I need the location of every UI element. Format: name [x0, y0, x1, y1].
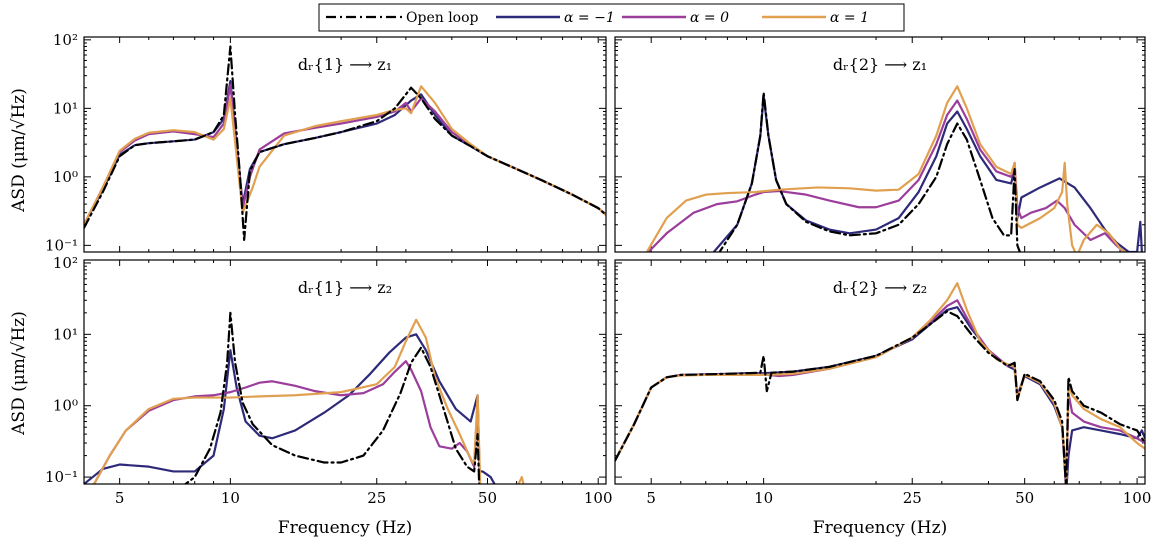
xtick-label-d1-z2-25: 25 — [367, 489, 386, 507]
series-group-d2-z2 — [615, 282, 1145, 484]
axes-frame-d1-z2 — [83, 259, 607, 485]
panel-title-d1-z2: dᵣ{1} ⟶ z₂ — [298, 278, 392, 297]
series-line-d2-z2-open-loop — [615, 310, 1145, 484]
xtick-label-d1-z2-100: 100 — [584, 489, 613, 507]
axes-frame-d1-z1 — [83, 36, 607, 253]
series-line-d1-z1-alpha-1 — [84, 85, 606, 226]
axes-frame-d2-z2 — [614, 259, 1146, 485]
series-line-d1-z1-alpha-neg1 — [84, 79, 606, 226]
series-line-d2-z1-alpha-0 — [646, 99, 1126, 252]
ytick-label-d1-z2-1: 10⁰ — [53, 397, 78, 415]
panel-d1-z1: 10⁻¹ 10⁰ 10¹ 10² dᵣ{1} ⟶ z₁ — [45, 31, 607, 254]
series-line-d2-z1-alpha-1 — [645, 85, 1127, 252]
ytick-label-d1-z2-2: 10¹ — [53, 325, 78, 343]
xtick-label-d2-z2-25: 25 — [903, 489, 922, 507]
xtick-label-d2-z2-100: 100 — [1123, 489, 1152, 507]
axes-frame-d2-z1 — [614, 36, 1146, 253]
ytick-label-d1-z1-2: 10¹ — [53, 99, 78, 117]
series-line-d2-z1-open-loop — [718, 91, 1022, 252]
ytick-label-d1-z1-1: 10⁰ — [53, 168, 78, 186]
ytick-label-d1-z1-3: 10² — [53, 31, 78, 49]
series-line-d1-z1-open-loop — [84, 45, 606, 242]
legend-label-open-loop: Open loop — [406, 10, 479, 26]
legend-label-alpha-neg1: α = −1 — [564, 10, 615, 26]
xtick-label-d2-z2-50: 50 — [1015, 489, 1034, 507]
panel-d1-z2: 5 10 25 50 100 10⁻¹ 10⁰ 10¹ 10² dᵣ{1} ⟶ z₂ — [45, 254, 613, 507]
series-line-d2-z2-alpha-1 — [615, 282, 1145, 484]
xlabel-left: Frequency (Hz) — [278, 518, 412, 538]
series-line-d2-z1-alpha-neg1 — [712, 95, 1143, 252]
legend-label-alpha-1: α = 1 — [830, 10, 869, 26]
ylabel-top: ASD (μm/√Hz) — [9, 88, 29, 213]
panel-d2-z2: 5 10 25 50 100 dᵣ{2} ⟶ z₂ — [614, 259, 1152, 507]
panels: 10⁻¹ 10⁰ 10¹ 10² dᵣ{1} ⟶ z₁ dᵣ{2} ⟶ z₁ 5 10 25 50… — [45, 31, 1151, 507]
series-line-d1-z1-alpha-0 — [84, 83, 606, 226]
xtick-label-d1-z2-50: 50 — [478, 489, 497, 507]
ytick-label-d1-z1-0: 10⁻¹ — [45, 236, 78, 254]
series-line-d1-z2-alpha-1 — [92, 318, 525, 484]
xlabel-right: Frequency (Hz) — [813, 518, 947, 538]
xtick-label-d2-z2-5: 5 — [646, 489, 656, 507]
panel-title-d2-z1: dᵣ{2} ⟶ z₁ — [833, 55, 927, 74]
ytick-label-d1-z2-3: 10² — [53, 254, 78, 272]
xtick-label-d1-z2-5: 5 — [115, 489, 125, 507]
panel-title-d2-z2: dᵣ{2} ⟶ z₂ — [833, 278, 927, 297]
xtick-label-d2-z2-10: 10 — [754, 489, 773, 507]
panel-title-d1-z1: dᵣ{1} ⟶ z₁ — [298, 55, 392, 74]
legend: Open loop α = −1 α = 0 α = 1 — [318, 3, 905, 32]
series-line-d1-z2-alpha-neg1 — [84, 333, 496, 484]
series-line-d1-z2-alpha-0 — [92, 360, 481, 484]
series-line-d1-z2-open-loop — [183, 311, 481, 484]
series-group-d2-z1 — [645, 85, 1143, 252]
xtick-label-d1-z2-10: 10 — [221, 489, 240, 507]
ylabel-bottom: ASD (μm/√Hz) — [9, 311, 29, 436]
legend-label-alpha-0: α = 0 — [690, 10, 729, 26]
series-group-d1-z2 — [84, 311, 525, 484]
panel-d2-z1: dᵣ{2} ⟶ z₁ — [614, 36, 1146, 253]
series-group-d1-z1 — [84, 45, 606, 242]
ytick-label-d1-z2-0: 10⁻¹ — [45, 468, 78, 486]
